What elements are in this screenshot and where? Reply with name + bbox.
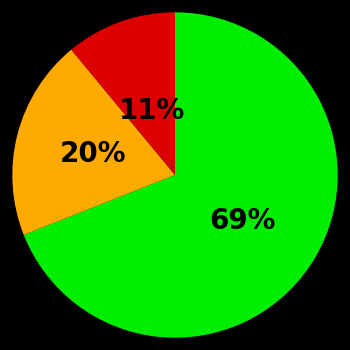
Wedge shape bbox=[12, 50, 175, 235]
Text: 69%: 69% bbox=[209, 207, 275, 235]
Text: 20%: 20% bbox=[60, 140, 126, 168]
Wedge shape bbox=[71, 12, 175, 175]
Wedge shape bbox=[24, 12, 338, 338]
Text: 11%: 11% bbox=[119, 97, 185, 125]
